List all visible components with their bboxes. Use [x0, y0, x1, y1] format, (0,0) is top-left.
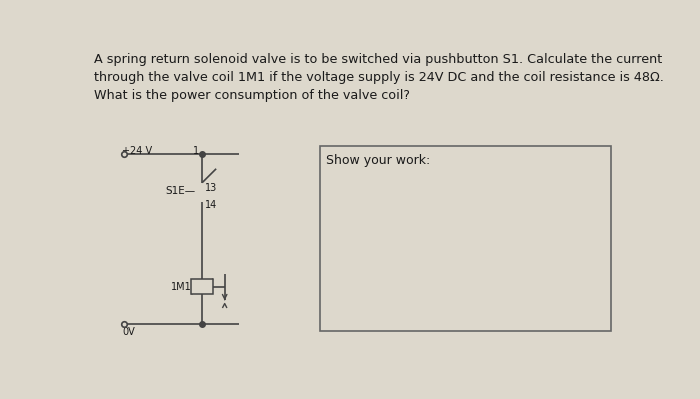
Text: 13: 13	[204, 183, 217, 193]
Text: S1E—: S1E—	[165, 186, 195, 196]
Bar	[320, 146, 610, 331]
Text: 0V: 0V	[122, 327, 135, 337]
Text: A spring return solenoid valve is to be switched via pushbutton S1. Calculate th: A spring return solenoid valve is to be …	[94, 53, 664, 102]
Text: 1M1: 1M1	[172, 282, 192, 292]
Text: 1: 1	[193, 146, 199, 156]
Text: 14: 14	[204, 200, 217, 210]
Bar	[191, 279, 213, 294]
Text: +24 V: +24 V	[122, 146, 153, 156]
Text: Show your work:: Show your work:	[326, 154, 430, 167]
